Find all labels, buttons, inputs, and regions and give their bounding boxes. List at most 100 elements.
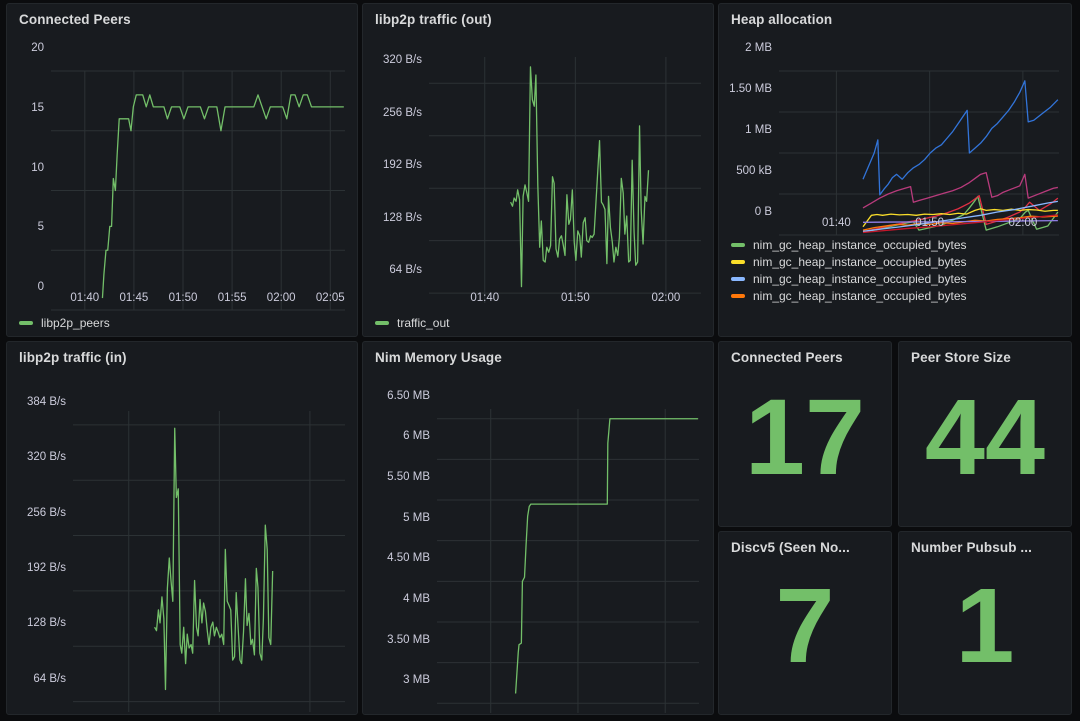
x-axis-tick-label: 02:05 bbox=[315, 292, 345, 304]
panel-nim-memory-usage-graph: Nim Memory Usage 3 MB 3.50 MB 4 MB 4.50 MB 5 … bbox=[362, 341, 714, 715]
y-axis-tick-label: 256 B/s bbox=[383, 106, 422, 119]
series-line bbox=[514, 418, 698, 694]
y-axis-tick-label: 5 MB bbox=[403, 511, 430, 524]
legend-color-swatch bbox=[731, 293, 745, 298]
y-axis-tick-label: 3 MB bbox=[403, 674, 430, 687]
y-axis-tick-label: 384 B/s bbox=[27, 395, 66, 408]
y-axis-tick-label: 4 MB bbox=[403, 592, 430, 605]
series-line bbox=[101, 94, 344, 299]
series-line bbox=[510, 66, 650, 288]
connected-peers-graph-plot bbox=[51, 70, 345, 311]
panel-title[interactable]: Heap allocation bbox=[731, 12, 833, 27]
y-axis-tick-label: 2 MB bbox=[745, 42, 772, 54]
panel-number-pubsub-stat: Number Pubsub ... 1 bbox=[898, 531, 1072, 715]
legend-color-swatch bbox=[375, 320, 389, 325]
legend-item-label: nim_gc_heap_instance_occupied_bytes bbox=[753, 271, 967, 286]
y-axis-tick-label: 320 B/s bbox=[383, 54, 422, 67]
y-axis-tick-label: 128 B/s bbox=[27, 617, 66, 630]
y-axis-tick-label: 5.50 MB bbox=[387, 471, 430, 484]
panel-title[interactable]: Connected Peers bbox=[731, 350, 843, 365]
x-axis-tick-label: 01:50 bbox=[560, 292, 590, 304]
series-line bbox=[862, 195, 1059, 233]
legend-color-swatch bbox=[731, 276, 745, 281]
y-axis-tick-label: 4.50 MB bbox=[387, 552, 430, 565]
y-axis-tick-label: 128 B/s bbox=[383, 211, 422, 224]
panel-connected-peers-graph: Connected Peers 0 5 10 15 20 01:40 01:45 01:50 01… bbox=[6, 3, 358, 337]
legend-color-swatch bbox=[731, 242, 745, 247]
y-axis-tick-label: 192 B/s bbox=[27, 561, 66, 574]
y-axis-tick-label: 1 MB bbox=[745, 124, 772, 136]
series-line bbox=[154, 427, 274, 691]
legend-color-swatch bbox=[19, 320, 33, 325]
x-axis-tick-label: 01:40 bbox=[822, 217, 851, 229]
series-line bbox=[862, 194, 1059, 233]
stat-value: 44 bbox=[924, 376, 1046, 498]
x-axis-tick-label: 01:40 bbox=[70, 292, 100, 304]
panel-peer-store-size-stat: Peer Store Size 44 bbox=[898, 341, 1072, 527]
x-axis-tick-label: 01:55 bbox=[217, 292, 247, 304]
panel-title[interactable]: libp2p traffic (in) bbox=[19, 350, 127, 365]
panel-title[interactable]: Number Pubsub ... bbox=[911, 540, 1032, 555]
heap-allocation-graph-legend: nim_gc_heap_instance_occupied_bytes nim_g… bbox=[731, 236, 967, 304]
legend-item-label: libp2p_peers bbox=[41, 315, 110, 330]
x-axis-tick-label: 01:50 bbox=[915, 217, 945, 229]
series-line bbox=[862, 172, 1058, 209]
legend-item[interactable]: nim_gc_heap_instance_occupied_bytes bbox=[731, 287, 967, 304]
libp2p-traffic-out-graph-legend: traffic_out bbox=[375, 314, 449, 331]
series-line bbox=[862, 220, 1058, 223]
legend-color-swatch bbox=[731, 259, 745, 264]
legend-item-label: nim_gc_heap_instance_occupied_bytes bbox=[753, 237, 967, 252]
panel-title[interactable]: Connected Peers bbox=[19, 12, 131, 27]
panel-libp2p-traffic-in-graph: libp2p traffic (in) 64 B/s 128 B/s 192 B/s 2… bbox=[6, 341, 358, 715]
x-axis-tick-label: 01:50 bbox=[168, 292, 198, 304]
stat-value: 17 bbox=[744, 376, 866, 498]
connected-peers-graph-legend: libp2p_peers bbox=[19, 314, 110, 331]
y-axis-tick-label: 256 B/s bbox=[27, 506, 66, 519]
series-line bbox=[862, 214, 1058, 234]
panel-connected-peers-stat: Connected Peers 17 bbox=[718, 341, 892, 527]
y-axis-tick-label: 6.50 MB bbox=[387, 389, 430, 402]
y-axis-tick-label: 15 bbox=[31, 101, 44, 114]
y-axis-tick-label: 6 MB bbox=[403, 430, 430, 443]
legend-item[interactable]: traffic_out bbox=[375, 314, 449, 331]
legend-item[interactable]: libp2p_peers bbox=[19, 314, 110, 331]
libp2p-traffic-in-graph-plot bbox=[73, 411, 345, 712]
y-axis-tick-label: 64 B/s bbox=[389, 264, 422, 277]
panel-title[interactable]: Peer Store Size bbox=[911, 350, 1011, 365]
legend-item[interactable]: nim_gc_heap_instance_occupied_bytes bbox=[731, 253, 967, 270]
y-axis-tick-label: 20 bbox=[31, 42, 44, 54]
x-axis-tick-label: 02:00 bbox=[266, 292, 296, 304]
nim-memory-usage-graph-plot bbox=[437, 409, 699, 713]
stat-value: 1 bbox=[955, 567, 1015, 686]
y-axis-tick-label: 320 B/s bbox=[27, 451, 66, 464]
y-axis-tick-label: 5 bbox=[37, 221, 44, 234]
y-axis-tick-label: 10 bbox=[31, 161, 44, 174]
panel-heap-allocation-graph: Heap allocation 0 B 500 kB 1 MB 1.50 MB 2 MB 0… bbox=[718, 3, 1072, 337]
panel-title[interactable]: libp2p traffic (out) bbox=[375, 12, 492, 27]
y-axis-tick-label: 192 B/s bbox=[383, 159, 422, 172]
x-axis-tick-label: 02:00 bbox=[1008, 217, 1038, 229]
heap-allocation-graph-plot bbox=[779, 70, 1059, 236]
y-axis-tick-label: 0 B bbox=[754, 206, 772, 218]
x-axis-tick-label: 01:45 bbox=[119, 292, 149, 304]
legend-item-label: nim_gc_heap_instance_occupied_bytes bbox=[753, 254, 967, 269]
y-axis-tick-label: 0 bbox=[37, 281, 44, 293]
y-axis-tick-label: 64 B/s bbox=[33, 672, 66, 685]
x-axis-tick-label: 02:00 bbox=[651, 292, 681, 304]
panel-discv5-seen-nodes-stat: Discv5 (Seen No... 7 bbox=[718, 531, 892, 715]
panel-title[interactable]: Discv5 (Seen No... bbox=[731, 540, 850, 555]
series-line bbox=[862, 208, 1058, 228]
legend-item[interactable]: nim_gc_heap_instance_occupied_bytes bbox=[731, 236, 967, 253]
y-axis-tick-label: 500 kB bbox=[736, 165, 772, 177]
panel-title[interactable]: Nim Memory Usage bbox=[375, 350, 502, 365]
legend-item-label: traffic_out bbox=[397, 315, 450, 330]
stat-value: 7 bbox=[775, 567, 835, 686]
y-axis-tick-label: 3.50 MB bbox=[387, 633, 430, 646]
x-axis-tick-label: 01:40 bbox=[470, 292, 500, 304]
legend-item[interactable]: nim_gc_heap_instance_occupied_bytes bbox=[731, 270, 967, 287]
libp2p-traffic-out-graph-plot bbox=[429, 57, 701, 303]
series-line bbox=[862, 200, 1058, 232]
panel-libp2p-traffic-out-graph: libp2p traffic (out) 64 B/s 128 B/s 192 B/s… bbox=[362, 3, 714, 337]
legend-item-label: nim_gc_heap_instance_occupied_bytes bbox=[753, 288, 967, 303]
